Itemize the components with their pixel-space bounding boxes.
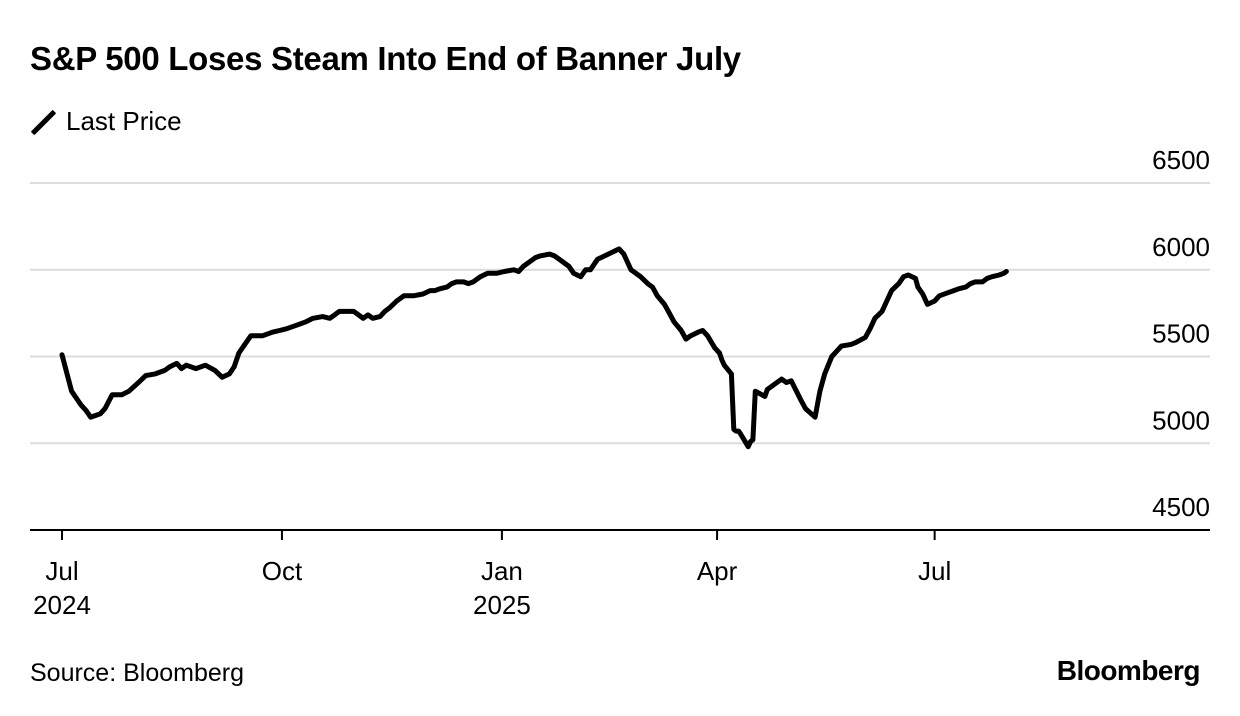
x-tick-label-oct: Oct: [262, 556, 303, 586]
x-tick-label-jul: Jul: [918, 556, 951, 586]
y-tick-label-6000: 6000: [1152, 232, 1210, 262]
source-note: Source: Bloomberg: [30, 659, 245, 687]
chart-title: S&P 500 Loses Steam Into End of Banner J…: [30, 40, 741, 77]
x-axis: Jul 2024 Oct Jan 2025 Apr Jul: [30, 529, 1210, 620]
x-tick-year-label: 2025: [473, 590, 531, 620]
x-tick-label-apr: Apr: [697, 556, 738, 586]
y-tick-label-4500: 4500: [1152, 492, 1210, 522]
gridlines: [30, 182, 1210, 445]
x-tick-label-jul: Jul: [45, 556, 78, 586]
y-tick-label-5000: 5000: [1152, 405, 1210, 435]
series-line-last-price: [59, 246, 1009, 450]
series-lines: [59, 246, 1009, 450]
legend: Last Price: [30, 106, 182, 137]
y-tick-label-5500: 5500: [1152, 319, 1210, 349]
x-tick-year-label: 2024: [33, 590, 91, 620]
y-axis-tick-labels: 4500 5000 5500 6000 6500: [1152, 145, 1210, 522]
brand-logo: Bloomberg: [1056, 655, 1201, 686]
legend-label: Last Price: [66, 106, 182, 136]
y-tick-label-6500: 6500: [1152, 145, 1210, 175]
x-tick-label-jan: Jan: [481, 556, 523, 586]
